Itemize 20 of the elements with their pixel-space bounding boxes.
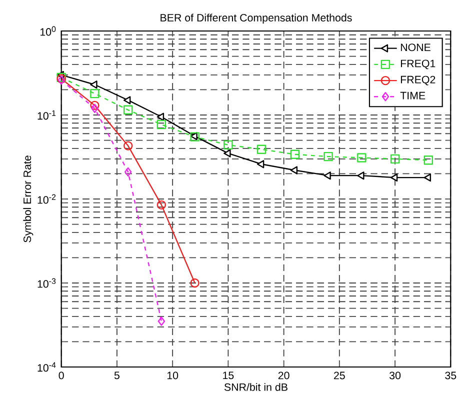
- x-tick-label: 10: [167, 372, 178, 380]
- x-tick-label: 25: [334, 372, 345, 380]
- x-tick-label: 5: [114, 372, 120, 380]
- y-tick-label: 10$^{-1}$: [38, 110, 56, 120]
- legend-label: FREQ2: [400, 76, 436, 86]
- y-axis-title: Symbol Error Rate: [23, 156, 34, 242]
- legend-label: FREQ1: [400, 60, 436, 70]
- y-tick-label: 10$^{-4}$: [38, 362, 56, 372]
- x-tick-label: 0: [58, 372, 64, 380]
- legend-label: TIME: [400, 92, 426, 100]
- y-tick-label: 10$^{-3}$: [38, 278, 56, 288]
- y-tick-label: 10$^{-2}$: [38, 194, 56, 204]
- legend-label: NONE: [400, 44, 430, 52]
- x-tick-label: 15: [223, 372, 234, 380]
- x-tick-label: 35: [445, 372, 456, 380]
- x-tick-label: 30: [390, 372, 401, 380]
- y-tick-label: 10$^{0}$: [40, 26, 56, 36]
- x-tick-label: 20: [278, 372, 290, 380]
- x-axis-title: SNR/bit in dB: [224, 383, 288, 391]
- chart-title: BER of Different Compensation Methods: [160, 14, 352, 24]
